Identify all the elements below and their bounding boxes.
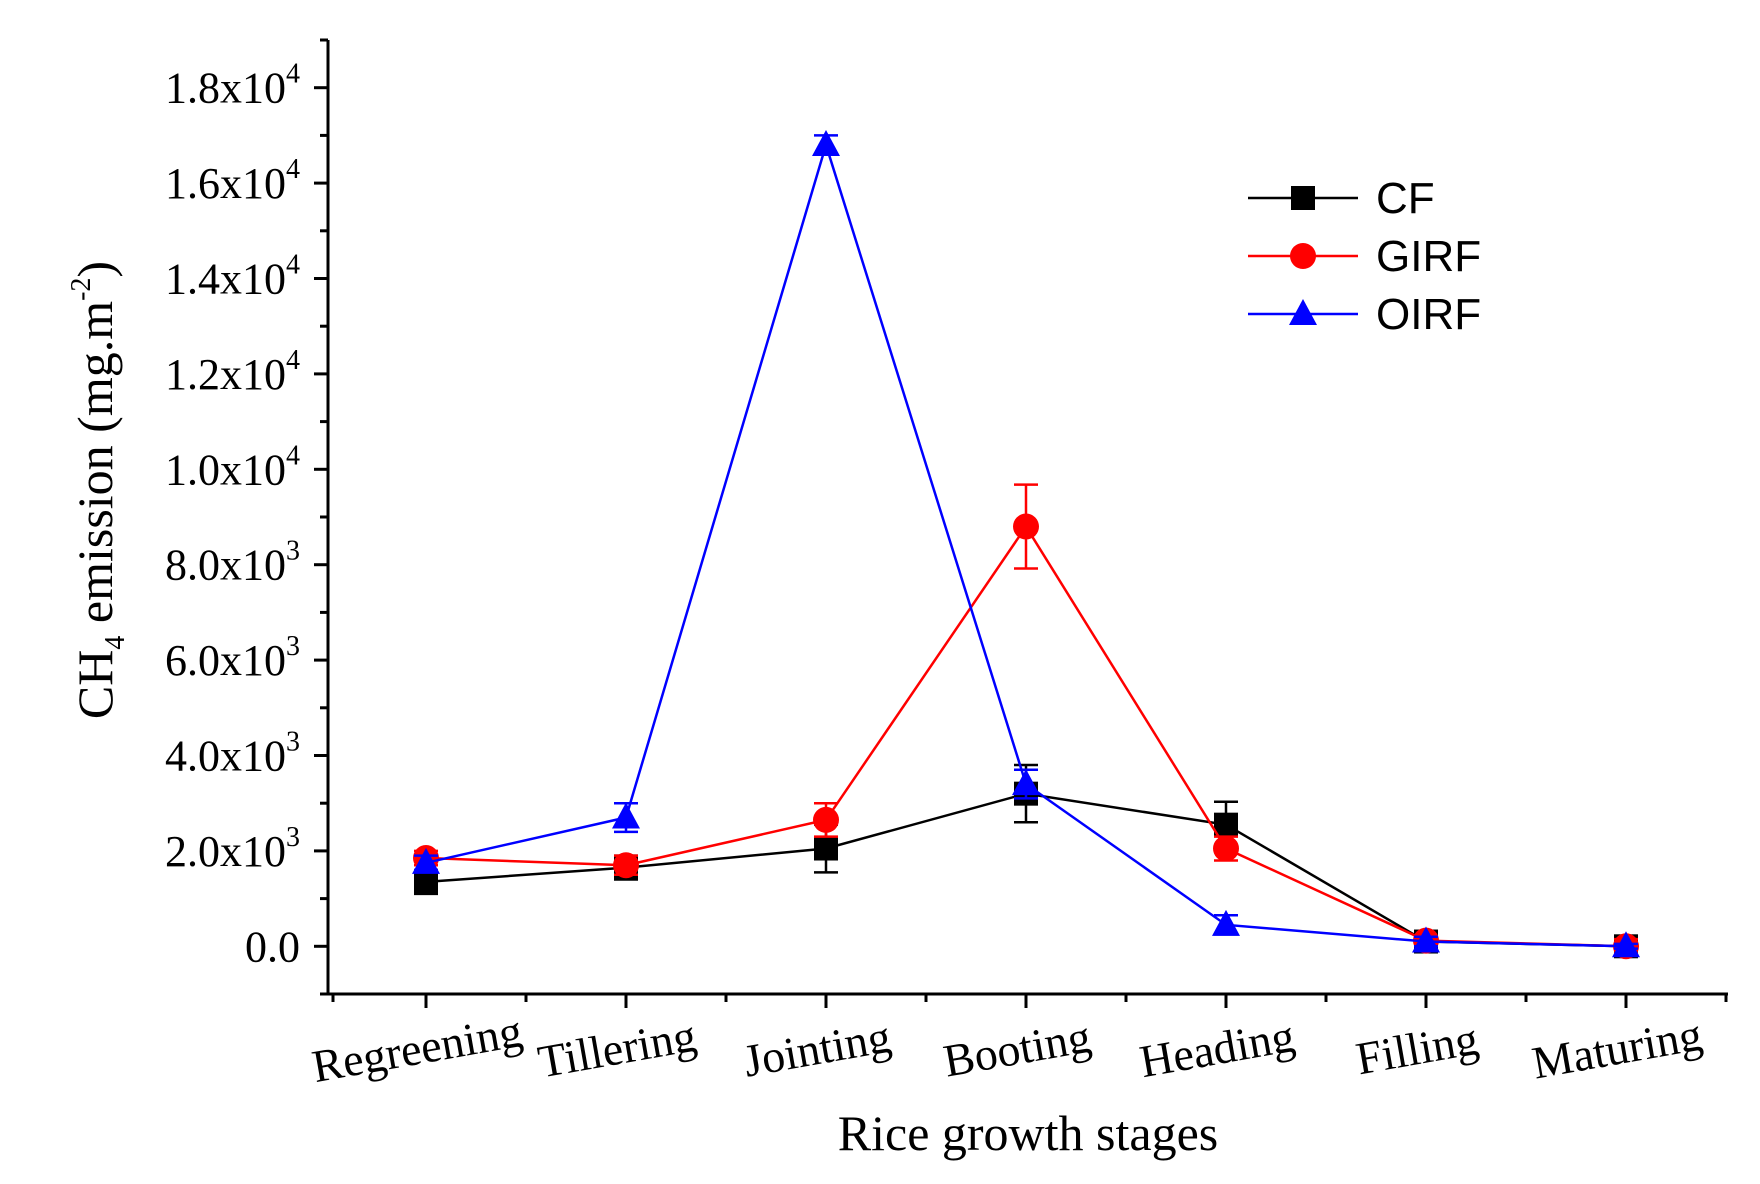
data-point — [414, 869, 438, 894]
legend-marker — [1290, 243, 1316, 269]
data-point — [813, 806, 839, 833]
x-tick-label: Maturing — [1528, 1009, 1705, 1089]
y-tick-label: 1.8x104 — [165, 59, 300, 113]
x-tick-label: Filling — [1352, 1013, 1482, 1085]
series-line — [425, 524, 1627, 948]
y-axis-title: CH4 emission (mg.m-2) — [66, 261, 131, 719]
legend-label: GIRF — [1376, 232, 1481, 281]
legend-marker — [1289, 299, 1317, 325]
x-tick-label: Jointing — [740, 1011, 895, 1087]
y-tick-label: 2.0x103 — [165, 822, 300, 876]
legend-item-girf: GIRF — [1248, 232, 1481, 281]
data-point — [1214, 812, 1238, 837]
data-point — [1412, 926, 1440, 953]
x-ticks: Regreening Tillering Jointing Booting Headin… — [308, 994, 1728, 1092]
y-tick-label: 6.0x103 — [165, 631, 300, 685]
y-ticks: 0.0 2.0x103 4.0x103 6.0x103 8.0x103 1.0x104 1.… — [165, 38, 328, 996]
legend-item-oirf: OIRF — [1248, 290, 1481, 339]
legend: CF GIRF OIRF — [1248, 174, 1481, 339]
data-point — [1013, 513, 1039, 540]
y-tick-label: 4.0x103 — [165, 727, 300, 781]
data-point — [1212, 909, 1240, 936]
data-point — [1213, 835, 1239, 862]
y-tick-label: 8.0x103 — [165, 536, 300, 590]
y-tick-label: 1.2x104 — [165, 345, 300, 399]
data-point — [812, 129, 840, 156]
x-tick-label: Tillering — [534, 1010, 700, 1088]
series-oirf — [412, 129, 1640, 958]
y-tick-label: 1.6x104 — [165, 154, 300, 208]
y-tick-label: 0.0 — [245, 922, 300, 971]
data-point — [612, 802, 640, 829]
x-tick-label: Regreening — [308, 1005, 526, 1092]
series-layer — [412, 129, 1640, 960]
series-girf — [413, 483, 1639, 960]
x-axis-title: Rice growth stages — [838, 1105, 1218, 1161]
data-point — [814, 836, 838, 861]
data-point — [1612, 931, 1640, 958]
data-point — [613, 852, 639, 879]
legend-item-cf: CF — [1248, 174, 1435, 223]
y-tick-label: 1.0x104 — [165, 440, 300, 494]
y-tick-label: 1.4x104 — [165, 250, 300, 304]
x-tick-label: Booting — [940, 1011, 1095, 1087]
legend-label: CF — [1376, 174, 1435, 223]
data-point — [412, 847, 440, 874]
data-point — [1012, 769, 1040, 796]
x-tick-label: Heading — [1136, 1010, 1298, 1087]
legend-label: OIRF — [1376, 290, 1481, 339]
legend-marker — [1291, 186, 1315, 210]
